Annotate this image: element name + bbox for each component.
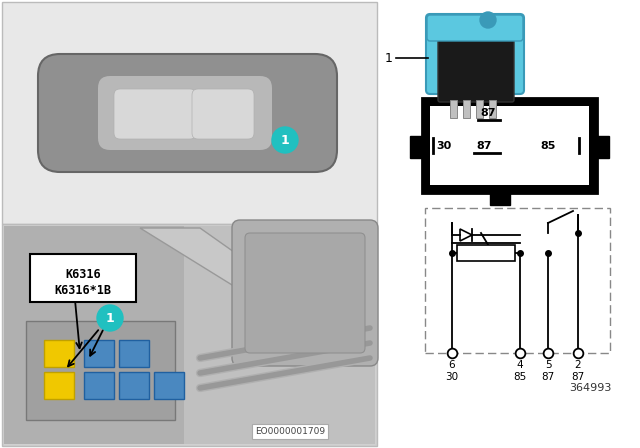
FancyBboxPatch shape [489, 100, 496, 118]
FancyBboxPatch shape [427, 15, 523, 41]
Text: 4: 4 [516, 360, 524, 370]
FancyBboxPatch shape [4, 226, 184, 444]
Text: 87: 87 [476, 141, 492, 151]
Circle shape [480, 12, 496, 28]
FancyBboxPatch shape [476, 100, 483, 118]
FancyBboxPatch shape [98, 76, 272, 150]
FancyBboxPatch shape [4, 226, 375, 444]
FancyBboxPatch shape [430, 106, 589, 185]
FancyBboxPatch shape [114, 89, 196, 139]
Text: K6316*1B: K6316*1B [54, 284, 111, 297]
Text: 30: 30 [436, 141, 451, 151]
FancyBboxPatch shape [44, 372, 74, 399]
Text: 1: 1 [385, 52, 393, 65]
Text: 1: 1 [280, 134, 289, 146]
FancyBboxPatch shape [490, 191, 510, 205]
FancyBboxPatch shape [119, 372, 149, 399]
Text: 87: 87 [572, 372, 584, 382]
Text: 30: 30 [445, 372, 459, 382]
FancyBboxPatch shape [2, 224, 377, 446]
Text: 364993: 364993 [569, 383, 611, 393]
FancyBboxPatch shape [192, 89, 254, 139]
Circle shape [272, 127, 298, 153]
Text: 5: 5 [545, 360, 551, 370]
FancyBboxPatch shape [84, 340, 114, 367]
FancyBboxPatch shape [26, 321, 175, 420]
Text: 1: 1 [106, 311, 115, 324]
FancyBboxPatch shape [30, 254, 136, 302]
FancyBboxPatch shape [438, 33, 514, 102]
FancyBboxPatch shape [450, 100, 457, 118]
FancyBboxPatch shape [154, 372, 184, 399]
FancyBboxPatch shape [232, 220, 378, 366]
Circle shape [97, 305, 123, 331]
FancyBboxPatch shape [44, 340, 74, 367]
Text: 87: 87 [480, 108, 495, 118]
Text: 87: 87 [541, 372, 555, 382]
Text: 2: 2 [575, 360, 581, 370]
Text: 85: 85 [513, 372, 527, 382]
Text: EO0000001709: EO0000001709 [255, 427, 325, 436]
FancyBboxPatch shape [425, 208, 610, 353]
FancyBboxPatch shape [119, 340, 149, 367]
FancyBboxPatch shape [38, 54, 337, 172]
FancyBboxPatch shape [595, 136, 609, 158]
FancyBboxPatch shape [422, 98, 597, 193]
Text: K6316: K6316 [65, 267, 101, 280]
FancyBboxPatch shape [426, 14, 524, 94]
Text: 6: 6 [449, 360, 455, 370]
Polygon shape [140, 228, 370, 358]
FancyBboxPatch shape [84, 372, 114, 399]
FancyBboxPatch shape [463, 100, 470, 118]
FancyBboxPatch shape [2, 2, 377, 224]
Text: 85: 85 [540, 141, 556, 151]
FancyBboxPatch shape [410, 136, 424, 158]
FancyBboxPatch shape [245, 233, 365, 353]
FancyBboxPatch shape [457, 245, 515, 261]
